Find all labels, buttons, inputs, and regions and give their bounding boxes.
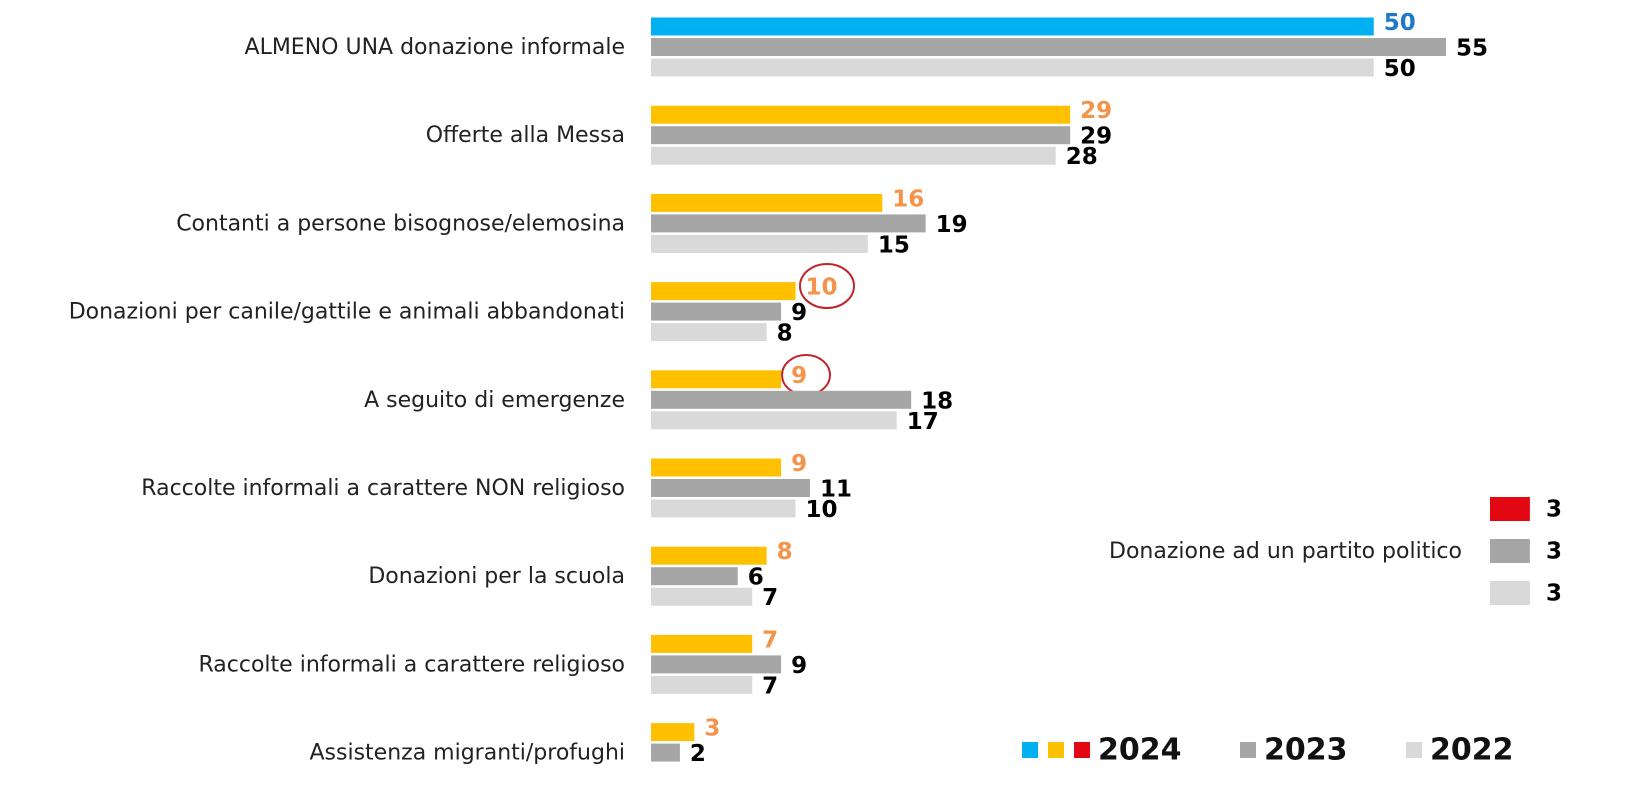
bar: [651, 567, 738, 586]
category-label: Offerte alla Messa: [426, 123, 625, 148]
bar: [651, 675, 753, 694]
bar: [651, 546, 767, 565]
category-label: Donazioni per canile/gattile e animali a…: [69, 300, 625, 325]
extra-label: Donazione ad un partito politico: [1109, 539, 1462, 564]
category-label: Contanti a persone bisognose/elemosina: [176, 211, 625, 236]
extra-value-label: 3: [1546, 581, 1562, 607]
value-label: 16: [892, 186, 924, 212]
bar: [651, 302, 782, 321]
value-label: 2: [690, 741, 706, 767]
extra-value-label: 3: [1546, 539, 1562, 565]
bar: [651, 146, 1056, 165]
bar: [651, 458, 782, 477]
legend-swatch: [1240, 742, 1256, 758]
category-label: ALMENO UNA donazione informale: [245, 35, 625, 60]
extra-bar: [1490, 539, 1530, 563]
category-label: Donazioni per la scuola: [368, 564, 625, 589]
legend-label: 2023: [1264, 733, 1348, 768]
value-label: 7: [762, 585, 778, 611]
bar: [651, 634, 753, 653]
value-label: 11: [820, 477, 852, 503]
bar: [651, 126, 1071, 145]
value-label: 28: [1066, 144, 1098, 170]
highlight-circle: [799, 263, 855, 309]
bar: [651, 499, 796, 518]
bar: [651, 390, 912, 409]
bar: [651, 323, 767, 342]
value-label: 29: [1080, 124, 1112, 150]
value-label: 29: [1080, 98, 1112, 124]
value-label: 19: [936, 212, 968, 238]
value-label: 8: [777, 539, 793, 565]
bar: [651, 38, 1446, 56]
bar: [651, 723, 695, 742]
value-label: 50: [1384, 56, 1416, 82]
value-label: 8: [777, 321, 793, 347]
bar: [651, 743, 680, 762]
bar: [651, 58, 1374, 77]
extra-value-label: 3: [1546, 497, 1562, 523]
legend-label: 2024: [1098, 733, 1182, 768]
value-label: 7: [762, 673, 778, 699]
value-label: 9: [791, 363, 807, 389]
bar: [651, 214, 926, 233]
value-label: 15: [878, 232, 910, 258]
legend-swatch: [1406, 742, 1422, 758]
legend-label: 2022: [1430, 733, 1514, 768]
value-label: 55: [1456, 36, 1488, 62]
legend-swatch: [1074, 742, 1090, 758]
bar: [651, 411, 897, 430]
category-label: Assistenza migranti/profughi: [310, 741, 626, 766]
value-label: 9: [791, 653, 807, 679]
value-label: 17: [907, 409, 939, 435]
bar: [651, 282, 796, 301]
bar: [651, 17, 1374, 36]
value-label: 18: [921, 388, 953, 414]
value-label: 9: [791, 451, 807, 477]
legend-swatch: [1048, 742, 1064, 758]
value-label: 3: [704, 716, 720, 742]
bar: [651, 479, 810, 497]
legend-swatch: [1022, 742, 1038, 758]
bar: [651, 587, 753, 606]
bar: [651, 193, 883, 212]
category-label: Raccolte informali a carattere NON relig…: [141, 476, 625, 501]
value-label: 9: [791, 300, 807, 326]
bar: [651, 234, 868, 253]
bar: [651, 105, 1071, 124]
category-label: A seguito di emergenze: [364, 388, 625, 413]
value-label: 6: [748, 565, 764, 591]
value-label: 50: [1384, 10, 1416, 36]
extra-bar: [1490, 497, 1530, 521]
bar: [651, 655, 782, 674]
value-label: 10: [806, 275, 838, 301]
bar: [651, 370, 782, 389]
value-label: 10: [806, 497, 838, 523]
value-label: 7: [762, 627, 778, 653]
category-label: Raccolte informali a carattere religioso: [199, 652, 626, 677]
extra-bar: [1490, 581, 1530, 605]
